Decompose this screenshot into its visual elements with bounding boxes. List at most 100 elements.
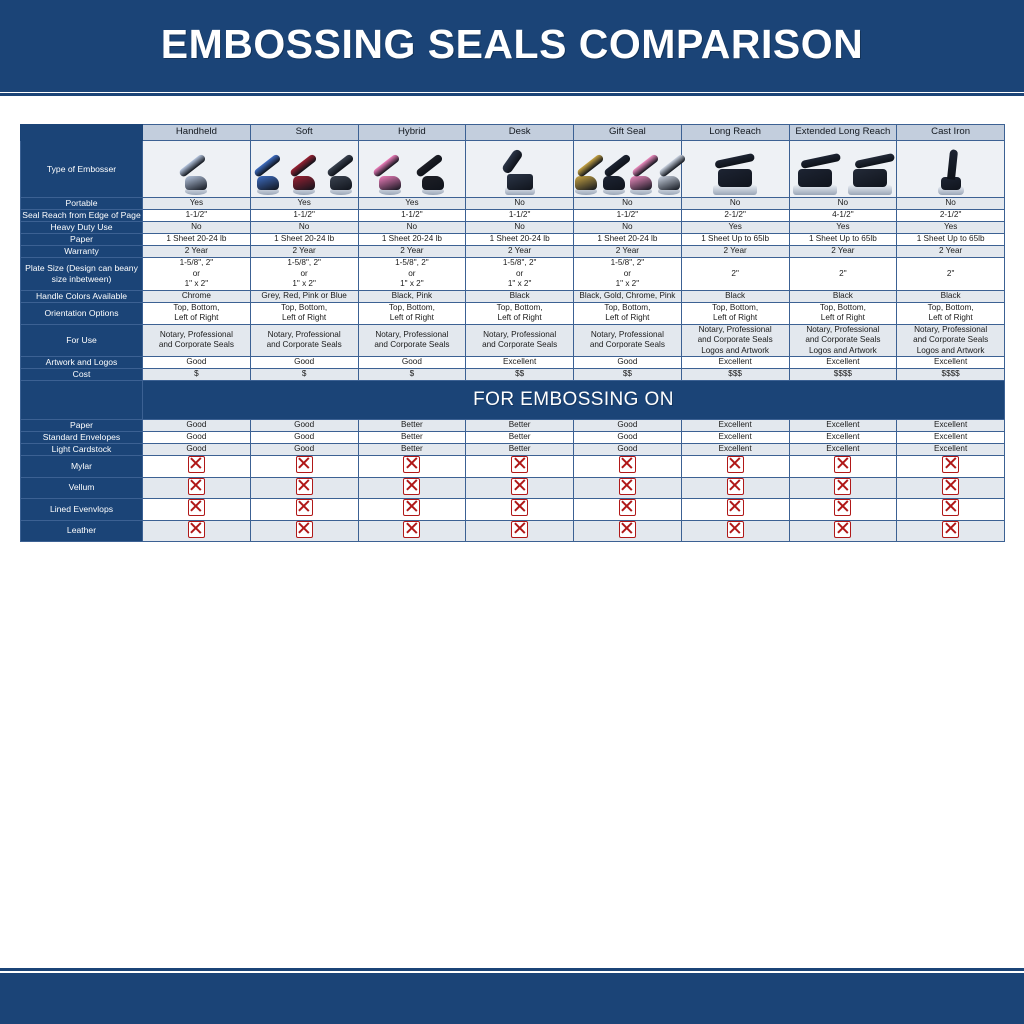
cell-spec0-3: No	[465, 197, 574, 210]
cell-emb0-3: Better	[465, 419, 574, 432]
cell-emb0-4: Good	[573, 419, 682, 432]
cell-emb4-2	[357, 476, 467, 499]
table-row: Paper 1 Sheet 20-24 lb 1 Sheet 20-24 lb 1 S…	[20, 233, 1005, 246]
red-x-icon	[834, 477, 852, 495]
cell-emb6-7	[896, 519, 1005, 542]
row-label-seal-reach-from-edge-of-page: Seal Reach from Edge of Page	[20, 209, 143, 222]
red-x-icon	[618, 477, 636, 495]
row-label-paper: Paper	[20, 233, 143, 246]
column-header-desk: Desk	[465, 124, 574, 141]
cell-emb0-0: Good	[142, 419, 251, 432]
cell-spec9-0: Good	[142, 356, 251, 369]
cell-spec2-1: No	[249, 221, 359, 234]
cell-spec8-3: Notary, Professional and Corporate Seals	[465, 323, 574, 357]
red-x-icon	[834, 520, 852, 538]
cell-spec5-1: 1-5/8", 2" or 1" x 2"	[249, 257, 359, 291]
cell-spec7-5: Top, Bottom, Left of Right	[680, 301, 790, 325]
cell-emb0-1: Good	[249, 419, 359, 432]
cell-spec10-6: $$$$	[788, 368, 898, 381]
row-label-plate-size-design-can-beany-size-inbetween: Plate Size (Design can beany size inbetw…	[20, 257, 143, 291]
cell-spec6-0: Chrome	[142, 289, 251, 303]
cell-spec1-5: 2-1/2"	[680, 209, 790, 222]
page-header-banner	[0, 0, 1024, 89]
cell-spec5-0: 1-5/8", 2" or 1" x 2"	[142, 257, 251, 291]
red-x-icon	[403, 499, 421, 516]
row-label-for-use: For Use	[20, 323, 143, 357]
table-row-type-of-embosser: Type of Embosser	[20, 140, 1005, 198]
cell-emb1-7: Excellent	[896, 431, 1005, 444]
cell-emb4-3	[465, 476, 574, 499]
table-corner-cell	[20, 124, 143, 141]
cell-emb0-2: Better	[357, 419, 467, 432]
row-label-lined-evenvlops: Lined Evenvlops	[20, 498, 143, 521]
red-x-icon	[726, 520, 744, 538]
cell-emb1-5: Excellent	[680, 431, 790, 444]
cell-spec10-3: $$	[465, 368, 574, 381]
extended-long-reach-embosser-icon	[844, 149, 896, 195]
cell-spec3-7: 1 Sheet Up to 65lb	[896, 233, 1005, 246]
table-row: Portable Yes Yes Yes No No No No No	[20, 197, 1005, 210]
comparison-table-wrapper: Handheld Soft Hybrid Desk Gift Seal Long Reac…	[20, 124, 1005, 542]
row-label-portable: Portable	[20, 197, 143, 210]
row-label-cost: Cost	[20, 368, 143, 381]
cell-emb4-1	[249, 476, 359, 499]
row-label-mylar: Mylar	[20, 455, 143, 478]
cell-emb4-4	[573, 476, 682, 499]
cell-emb2-2: Better	[357, 443, 467, 456]
cell-spec4-2: 2 Year	[357, 245, 467, 258]
cell-emb4-6	[788, 476, 898, 499]
table-row: Artwork and Logos Good Good Good Excellent Go…	[20, 356, 1005, 369]
cell-spec6-6: Black	[788, 289, 898, 303]
cell-spec2-7: Yes	[896, 221, 1005, 234]
product-image-cell	[249, 140, 359, 198]
cell-emb1-3: Better	[465, 431, 574, 444]
red-x-icon	[511, 499, 529, 516]
cell-spec5-2: 1-5/8", 2" or 1" x 2"	[357, 257, 467, 291]
red-x-icon	[295, 456, 313, 473]
cell-emb5-6	[788, 498, 898, 521]
table-row: Handle Colors Available Chrome Grey, Red, …	[20, 289, 1005, 303]
cell-spec2-3: No	[465, 221, 574, 234]
cell-emb6-6	[788, 519, 898, 542]
cell-spec1-4: 1-1/2"	[573, 209, 682, 222]
product-image-cell	[896, 140, 1005, 198]
cell-spec3-0: 1 Sheet 20-24 lb	[142, 233, 251, 246]
extended-long-reach-embosser-icon	[790, 149, 842, 195]
cell-emb4-7	[896, 476, 1005, 499]
cell-spec4-1: 2 Year	[249, 245, 359, 258]
table-row: Standard Envelopes Good Good Better Better Go…	[20, 431, 1005, 444]
table-row: Cost $ $ $ $$ $$ $$$ $$$$ $$$$	[20, 368, 1005, 381]
red-x-icon	[511, 520, 529, 538]
cell-spec8-2: Notary, Professional and Corporate Seals	[357, 323, 467, 357]
table-row: Leather	[20, 519, 1005, 542]
red-x-icon	[187, 477, 205, 495]
cell-emb1-2: Better	[357, 431, 467, 444]
cell-spec7-7: Top, Bottom, Left of Right	[896, 301, 1005, 325]
cell-spec7-0: Top, Bottom, Left of Right	[142, 301, 251, 325]
cell-spec10-2: $	[357, 368, 467, 381]
cell-emb0-7: Excellent	[896, 419, 1005, 432]
cell-emb5-1	[249, 498, 359, 521]
row-label-orientation-options: Orientation Options	[20, 301, 143, 325]
cell-spec8-7: Notary, Professional and Corporate Seals L…	[896, 323, 1005, 357]
cell-emb0-6: Excellent	[788, 419, 898, 432]
cell-spec7-4: Top, Bottom, Left of Right	[573, 301, 682, 325]
table-row: Mylar	[20, 455, 1005, 478]
red-x-icon	[187, 520, 205, 538]
cell-spec4-0: 2 Year	[142, 245, 251, 258]
red-x-icon	[726, 499, 744, 516]
cell-spec10-4: $$	[573, 368, 682, 381]
cell-spec2-0: No	[142, 221, 251, 234]
cell-emb5-3	[465, 498, 574, 521]
cell-spec8-5: Notary, Professional and Corporate Seals L…	[680, 323, 790, 357]
cell-spec6-4: Black, Gold, Chrome, Pink	[573, 289, 682, 303]
cell-emb6-5	[680, 519, 790, 542]
cell-emb4-5	[680, 476, 790, 499]
cell-spec7-2: Top, Bottom, Left of Right	[357, 301, 467, 325]
cell-spec1-3: 1-1/2"	[465, 209, 574, 222]
cell-spec2-5: Yes	[680, 221, 790, 234]
red-x-icon	[942, 456, 960, 473]
cell-emb6-1	[249, 519, 359, 542]
cell-spec9-2: Good	[357, 356, 467, 369]
soft-embosser-icon	[251, 149, 285, 195]
